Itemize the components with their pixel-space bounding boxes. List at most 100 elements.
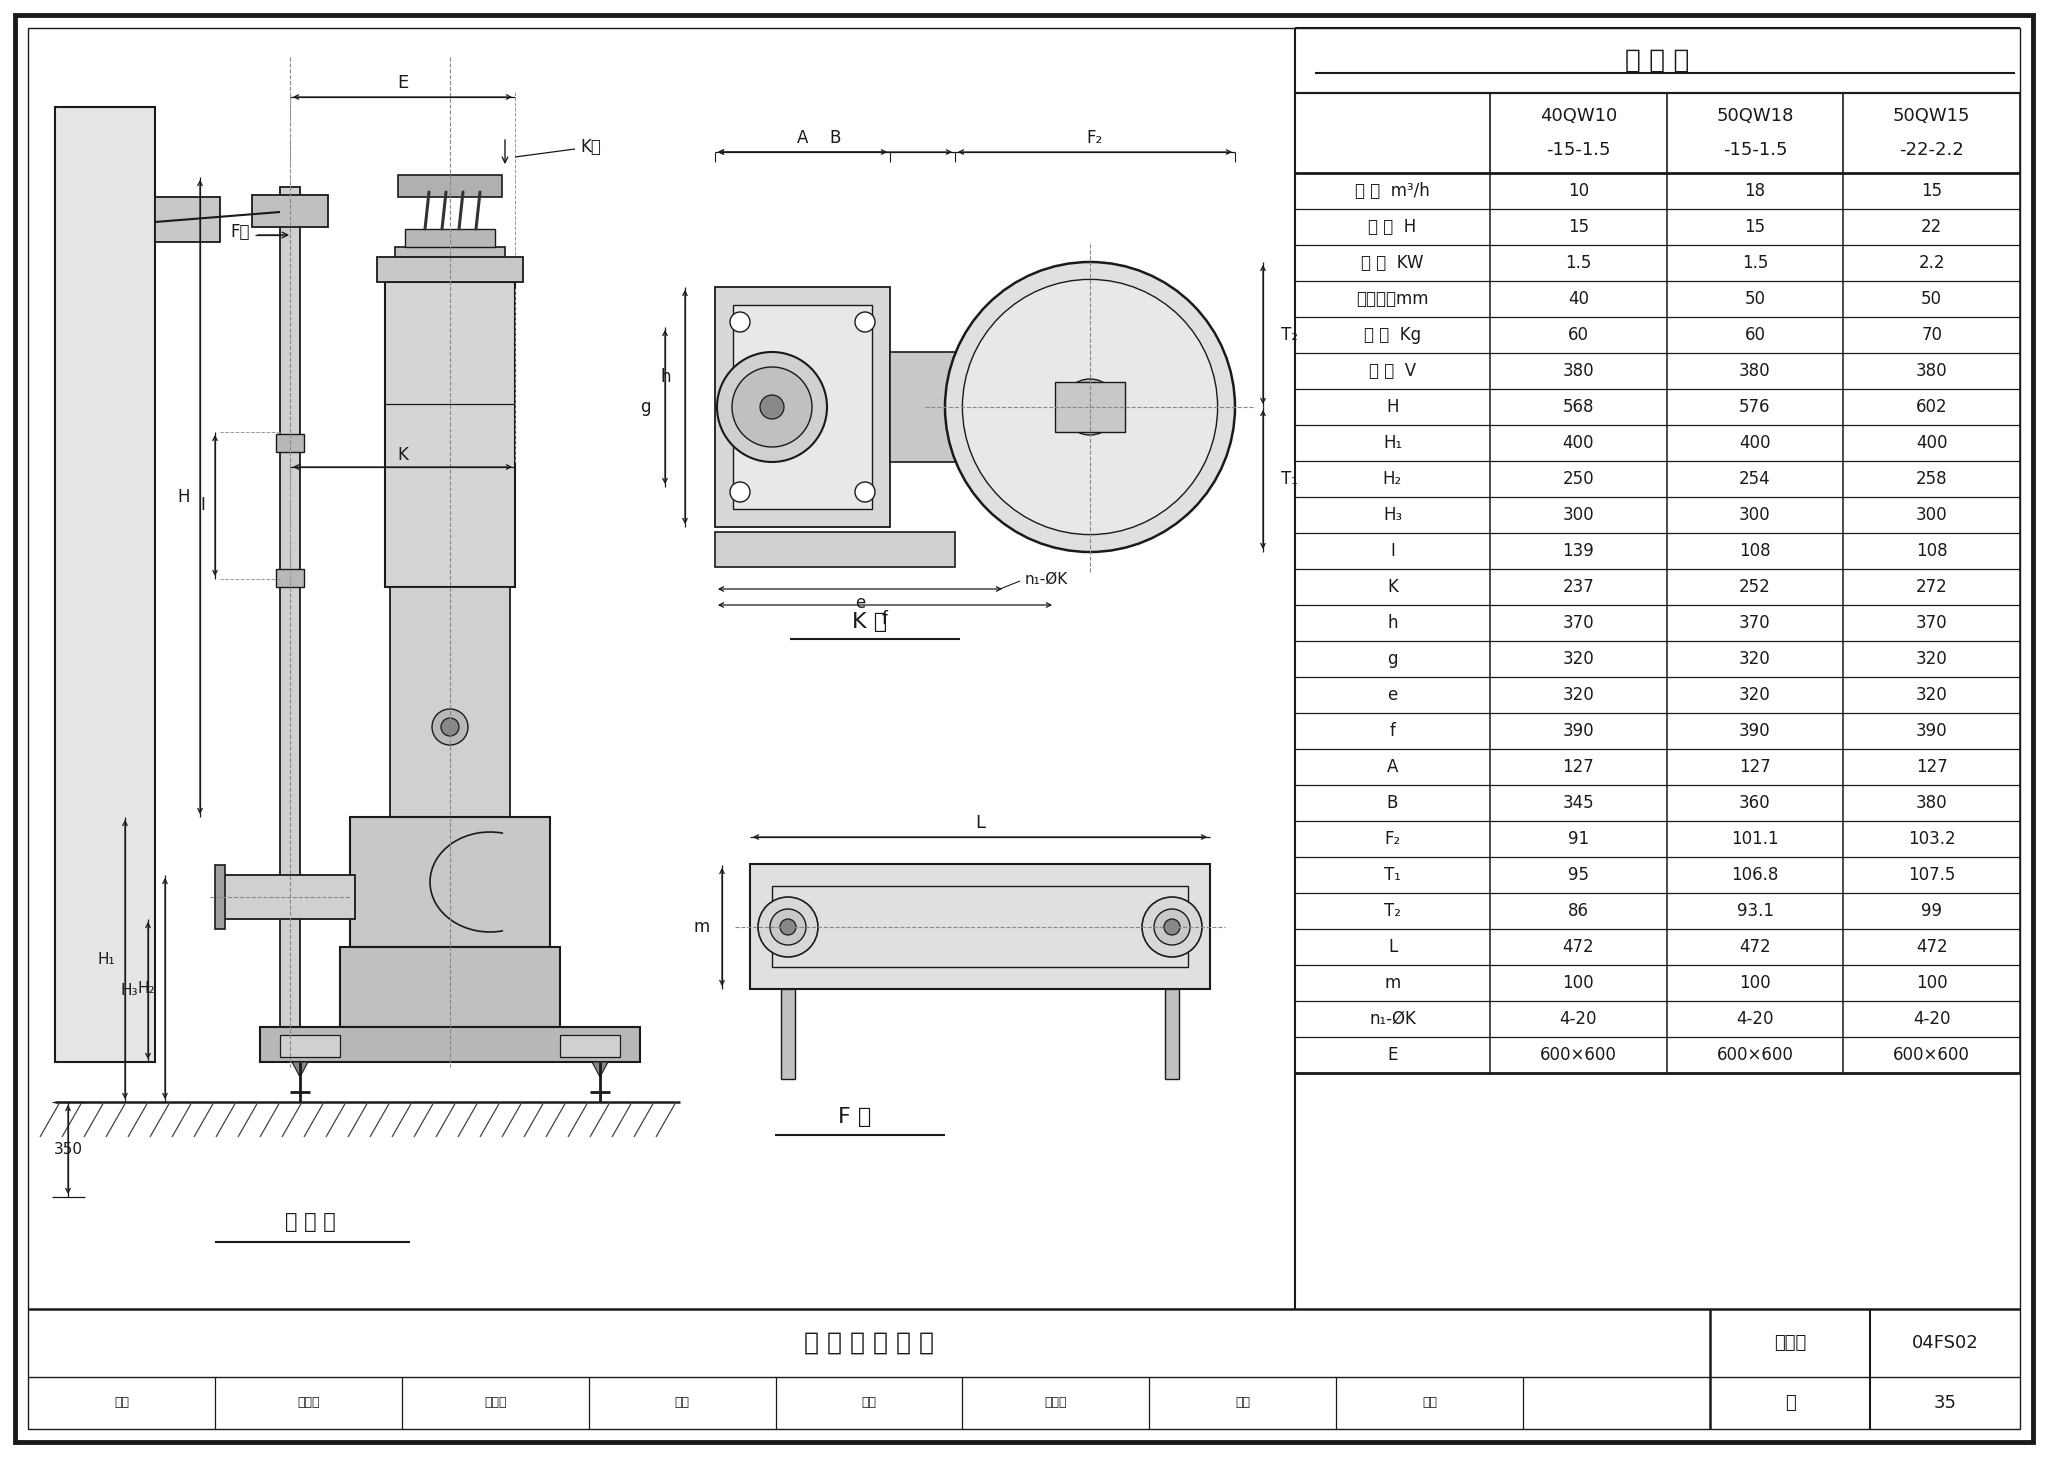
Text: 600×600: 600×600	[1716, 1046, 1794, 1064]
Circle shape	[731, 367, 811, 447]
Text: 320: 320	[1915, 650, 1948, 667]
Text: 流 量  m³/h: 流 量 m³/h	[1356, 182, 1430, 200]
Text: 320: 320	[1915, 686, 1948, 704]
Text: 40: 40	[1569, 290, 1589, 307]
Text: 345: 345	[1563, 794, 1593, 812]
Text: T₁: T₁	[1384, 865, 1401, 884]
Text: m: m	[694, 918, 711, 935]
Text: 15: 15	[1921, 182, 1942, 200]
Text: 4-20: 4-20	[1561, 1010, 1597, 1029]
Text: 86: 86	[1569, 902, 1589, 919]
Text: 22: 22	[1921, 219, 1942, 236]
Text: 272: 272	[1915, 578, 1948, 596]
Bar	[385, 283, 514, 587]
Text: 390: 390	[1563, 723, 1593, 740]
Text: 380: 380	[1915, 794, 1948, 812]
Text: B: B	[829, 130, 840, 147]
Text: K: K	[397, 446, 408, 463]
Text: 许为民: 许为民	[297, 1396, 319, 1409]
Text: 370: 370	[1563, 613, 1593, 632]
Text: 350: 350	[53, 1142, 82, 1157]
Text: g: g	[1386, 650, 1397, 667]
Polygon shape	[592, 1062, 608, 1077]
Circle shape	[1143, 898, 1202, 957]
Text: 95: 95	[1569, 865, 1589, 884]
Text: g: g	[641, 398, 651, 417]
Text: 106.8: 106.8	[1731, 865, 1778, 884]
Circle shape	[760, 395, 784, 420]
Text: L: L	[1389, 938, 1397, 956]
Text: E: E	[397, 74, 408, 92]
Bar	[715, 287, 891, 527]
Bar	[55, 106, 156, 1062]
Text: T₁: T₁	[1280, 471, 1298, 488]
Circle shape	[1077, 395, 1102, 420]
Bar	[397, 175, 502, 197]
Circle shape	[944, 262, 1235, 552]
Circle shape	[854, 312, 874, 332]
Text: n₁-ØK: n₁-ØK	[1024, 571, 1069, 587]
Circle shape	[1153, 909, 1190, 946]
Text: 370: 370	[1739, 613, 1772, 632]
Text: 91: 91	[1569, 830, 1589, 848]
Text: 360: 360	[1739, 794, 1772, 812]
Text: 400: 400	[1739, 434, 1772, 452]
Text: 35: 35	[1933, 1394, 1956, 1412]
Text: 108: 108	[1739, 542, 1772, 559]
Text: 100: 100	[1563, 973, 1593, 992]
Text: 10: 10	[1569, 182, 1589, 200]
Text: 300: 300	[1563, 506, 1593, 525]
Text: 568: 568	[1563, 398, 1593, 417]
Text: 60: 60	[1569, 326, 1589, 344]
Text: 108: 108	[1915, 542, 1948, 559]
Text: 107.5: 107.5	[1909, 865, 1956, 884]
Text: 4-20: 4-20	[1913, 1010, 1950, 1029]
Text: K向: K向	[580, 138, 600, 156]
Text: 4-20: 4-20	[1737, 1010, 1774, 1029]
Bar	[377, 256, 522, 283]
Text: F 向: F 向	[838, 1107, 872, 1128]
Bar	[750, 864, 1210, 989]
Text: 50QW15: 50QW15	[1892, 106, 1970, 125]
Text: 设计: 设计	[1235, 1396, 1249, 1409]
Text: n₁-ØK: n₁-ØK	[1368, 1010, 1415, 1029]
Text: e: e	[854, 594, 864, 612]
Text: 472: 472	[1915, 938, 1948, 956]
Text: 93.1: 93.1	[1737, 902, 1774, 919]
Text: H: H	[1386, 398, 1399, 417]
Bar	[1165, 989, 1180, 1080]
Text: 15: 15	[1745, 219, 1765, 236]
Bar	[281, 186, 299, 1062]
Circle shape	[780, 919, 797, 935]
Text: 576: 576	[1739, 398, 1772, 417]
Text: 300: 300	[1915, 506, 1948, 525]
Text: 258: 258	[1915, 471, 1948, 488]
Text: 127: 127	[1563, 758, 1593, 777]
Text: 602: 602	[1915, 398, 1948, 417]
Text: H₂: H₂	[137, 981, 156, 997]
Text: 380: 380	[1739, 361, 1772, 380]
Text: 郭娟: 郭娟	[862, 1396, 877, 1409]
Bar	[733, 305, 872, 508]
Circle shape	[758, 898, 817, 957]
Text: 99: 99	[1921, 902, 1942, 919]
Text: 重 量  Kg: 重 量 Kg	[1364, 326, 1421, 344]
Text: 139: 139	[1563, 542, 1593, 559]
Text: 页: 页	[1784, 1394, 1796, 1412]
Text: B: B	[1386, 794, 1399, 812]
Text: 472: 472	[1739, 938, 1772, 956]
Bar	[389, 587, 510, 817]
Text: 60: 60	[1745, 326, 1765, 344]
Text: 审核: 审核	[115, 1396, 129, 1409]
Text: H₂: H₂	[1382, 471, 1403, 488]
Bar	[156, 197, 219, 242]
Text: 任放: 任放	[1421, 1396, 1438, 1409]
Text: 郭明哲: 郭明哲	[1044, 1396, 1067, 1409]
Circle shape	[729, 482, 750, 503]
Text: 127: 127	[1739, 758, 1772, 777]
Circle shape	[854, 482, 874, 503]
Text: 50: 50	[1745, 290, 1765, 307]
Text: T₂: T₂	[1280, 326, 1298, 344]
Text: 15: 15	[1569, 219, 1589, 236]
Text: f: f	[883, 610, 889, 628]
